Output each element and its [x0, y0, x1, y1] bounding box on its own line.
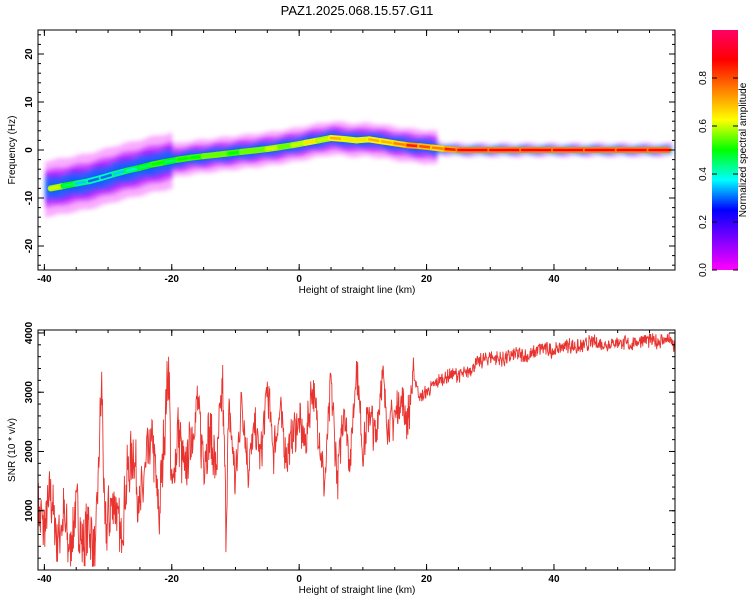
snr-x-label: Height of straight line (km) [299, 585, 416, 596]
y-tick-label: 10 [24, 96, 35, 108]
y-tick-label: 0 [24, 147, 35, 153]
colorbar-gradient [712, 30, 738, 270]
spectrogram-y-ticks: -20 -10 0 10 20 [24, 34, 675, 266]
y-tick-label: 1000 [24, 499, 35, 522]
colorbar-tick-label: 0.2 [698, 215, 709, 229]
spectrogram-ridge [47, 135, 672, 192]
snr-frame [37, 329, 676, 571]
snr-series-line [38, 332, 675, 567]
x-tick-label: 20 [421, 574, 433, 585]
x-tick-label: 0 [296, 574, 302, 585]
colorbar-ticks: 0.0 0.2 0.4 0.6 0.8 [698, 71, 738, 277]
colorbar-label: Normalized spectral amplitude [738, 82, 749, 217]
x-tick-label: 40 [548, 274, 560, 285]
colorbar-tick-label: 0.0 [698, 263, 709, 277]
y-tick-label: 4000 [24, 321, 35, 344]
colorbar-tick-label: 0.4 [698, 167, 709, 181]
y-tick-label: 20 [24, 48, 35, 60]
y-tick-label: 3000 [24, 381, 35, 404]
spectrogram-y-label: Frequency (Hz) [7, 116, 18, 185]
figure-title: PAZ1.2025.068.15.57.G11 [281, 3, 434, 18]
x-tick-label: 40 [548, 574, 560, 585]
snr-panel: -40 -20 0 20 40 1000 2000 3000 4000 Height of s… [7, 321, 676, 596]
snr-y-ticks: 1000 2000 3000 4000 [24, 321, 675, 571]
snr-y-label: SNR (10 * v/v) [7, 418, 18, 482]
x-tick-label: -20 [165, 274, 180, 285]
colorbar-tick-label: 0.6 [698, 119, 709, 133]
x-tick-label: -40 [37, 574, 52, 585]
x-tick-label: -20 [165, 574, 180, 585]
x-tick-label: 0 [296, 274, 302, 285]
spectrogram-cell [45, 178, 50, 197]
y-tick-label: 2000 [24, 440, 35, 463]
snr-x-ticks: -40 -20 0 20 40 [37, 330, 651, 585]
colorbar: 0.0 0.2 0.4 0.6 0.8 Normalized spectral ampl… [698, 30, 749, 277]
x-tick-label: -40 [37, 274, 52, 285]
y-tick-label: -20 [24, 238, 35, 253]
y-tick-label: -10 [24, 190, 35, 205]
spectrogram-panel: -40 -20 0 20 40 -20 -10 0 10 20 Height of straig… [7, 29, 676, 296]
spectrogram-x-label: Height of straight line (km) [299, 285, 416, 296]
x-tick-label: 20 [421, 274, 433, 285]
colorbar-tick-label: 0.8 [698, 71, 709, 85]
spectrogram-x-ticks: -40 -20 0 20 40 [37, 30, 651, 285]
